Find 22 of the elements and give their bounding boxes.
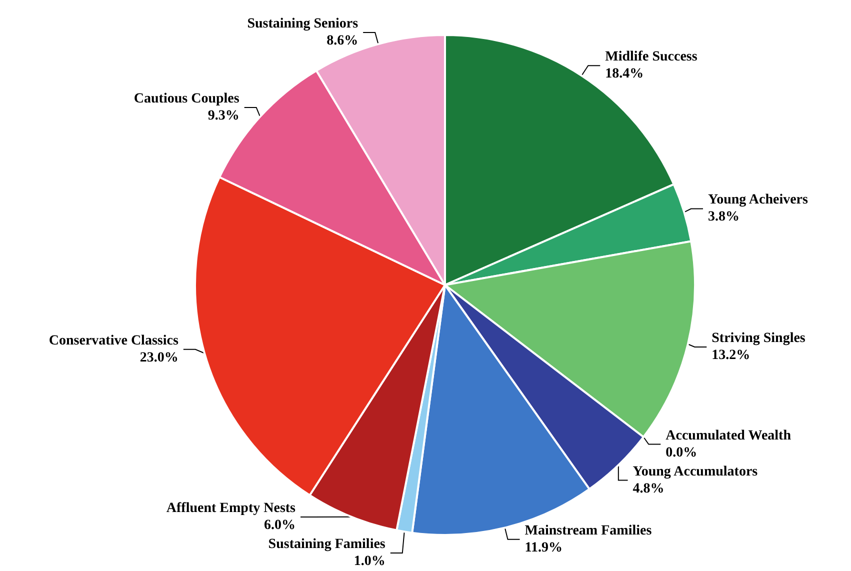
slice-label: Sustaining Seniors bbox=[247, 16, 359, 32]
slice-label: Young Acheivers bbox=[708, 192, 809, 208]
text: 0.0% bbox=[666, 445, 698, 460]
slice-label: Young Accumulators bbox=[632, 464, 758, 480]
data-label: 8.6% bbox=[326, 34, 358, 49]
data-label: 13.2% bbox=[712, 348, 750, 363]
data-label: 23.0% bbox=[140, 350, 178, 366]
data-label: 9.3% bbox=[208, 108, 240, 124]
data-label: 1.0% bbox=[354, 554, 386, 569]
slice-label: Mainstream Families bbox=[524, 523, 652, 538]
data-label: 6.0% bbox=[264, 518, 296, 533]
data-label: 3.8% bbox=[708, 210, 740, 225]
slice-label: Midlife Success bbox=[605, 50, 698, 65]
legend-label: Accumulated Wealth bbox=[666, 428, 792, 444]
slice-label: Sustaining Families bbox=[268, 537, 386, 552]
slice-label: Striving Singles bbox=[712, 330, 806, 346]
slice-label: Affluent Empty Nests bbox=[166, 501, 296, 516]
slice-label: Conservative Classics bbox=[48, 333, 179, 348]
slice-label: Cautious Couples bbox=[134, 92, 240, 107]
data-label: 4.8% bbox=[632, 481, 664, 496]
data-label: 18.4% bbox=[605, 66, 644, 82]
data-label: 11.9% bbox=[524, 540, 562, 556]
